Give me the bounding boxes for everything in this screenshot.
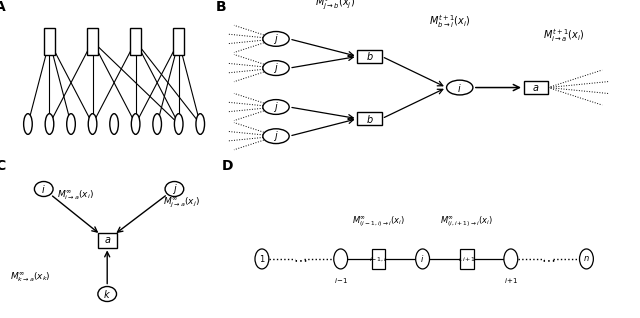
Text: $a$: $a$ <box>532 83 540 93</box>
Circle shape <box>174 114 183 134</box>
Text: $M^{\infty}_{i\rightarrow a}(x_i)$: $M^{\infty}_{i\rightarrow a}(x_i)$ <box>57 189 93 203</box>
Circle shape <box>263 129 289 143</box>
FancyBboxPatch shape <box>358 50 381 63</box>
Text: $b$: $b$ <box>365 113 374 125</box>
Text: $\cdots$: $\cdots$ <box>292 252 307 266</box>
Text: $j$: $j$ <box>273 100 279 114</box>
Circle shape <box>67 114 76 134</box>
Text: $M^{t+1}_{i\rightarrow a}(x_i)$: $M^{t+1}_{i\rightarrow a}(x_i)$ <box>543 27 584 44</box>
Text: $M^{\infty}_{j\rightarrow a}(x_j)$: $M^{\infty}_{j\rightarrow a}(x_j)$ <box>163 195 200 210</box>
Circle shape <box>263 61 289 75</box>
Text: $k$: $k$ <box>103 288 111 300</box>
Text: $i$: $i$ <box>42 183 46 195</box>
Text: B: B <box>216 0 227 14</box>
Circle shape <box>333 249 348 269</box>
Text: $n$: $n$ <box>583 254 590 263</box>
Text: $M^{t+1}_{b\rightarrow i}(x_i)$: $M^{t+1}_{b\rightarrow i}(x_i)$ <box>429 13 470 30</box>
FancyBboxPatch shape <box>87 28 98 55</box>
Text: $i,i\!+\!1$: $i,i\!+\!1$ <box>458 255 476 263</box>
Text: $i\!-\!1,i$: $i\!-\!1,i$ <box>369 255 388 263</box>
Circle shape <box>35 182 53 197</box>
FancyBboxPatch shape <box>98 232 116 247</box>
Circle shape <box>504 249 518 269</box>
FancyBboxPatch shape <box>524 81 548 94</box>
Text: D: D <box>222 159 234 173</box>
Circle shape <box>153 114 161 134</box>
Circle shape <box>45 114 54 134</box>
FancyBboxPatch shape <box>130 28 141 55</box>
Text: $M^{\infty}_{(i-1,i)\rightarrow i}(x_i)$: $M^{\infty}_{(i-1,i)\rightarrow i}(x_i)$ <box>352 215 405 230</box>
Text: $1$: $1$ <box>259 253 265 265</box>
Circle shape <box>98 287 116 301</box>
Text: $i$: $i$ <box>420 253 425 265</box>
Text: $j$: $j$ <box>172 182 177 196</box>
Circle shape <box>255 249 269 269</box>
Circle shape <box>579 249 593 269</box>
FancyBboxPatch shape <box>460 249 474 269</box>
Text: $j$: $j$ <box>273 61 279 75</box>
Text: $i\!+\!1$: $i\!+\!1$ <box>504 276 518 285</box>
Text: $b$: $b$ <box>365 51 374 62</box>
Text: $j$: $j$ <box>273 129 279 143</box>
Circle shape <box>415 249 429 269</box>
Text: C: C <box>0 159 6 173</box>
Text: $M^{\infty}_{k\rightarrow a}(x_k)$: $M^{\infty}_{k\rightarrow a}(x_k)$ <box>10 270 51 284</box>
Text: $M^{\infty}_{(i,i+1)\rightarrow i}(x_i)$: $M^{\infty}_{(i,i+1)\rightarrow i}(x_i)$ <box>440 215 493 230</box>
Text: $j$: $j$ <box>273 32 279 46</box>
Circle shape <box>110 114 118 134</box>
Circle shape <box>131 114 140 134</box>
Text: $a$: $a$ <box>104 235 111 245</box>
Circle shape <box>88 114 97 134</box>
Circle shape <box>196 114 205 134</box>
Text: $i$: $i$ <box>458 81 462 93</box>
Text: $M^t_{j\rightarrow b}(x_j)$: $M^t_{j\rightarrow b}(x_j)$ <box>315 0 355 12</box>
FancyBboxPatch shape <box>358 112 381 126</box>
Circle shape <box>263 31 289 46</box>
Circle shape <box>263 100 289 114</box>
FancyBboxPatch shape <box>44 28 55 55</box>
Text: $i\!-\!1$: $i\!-\!1$ <box>333 276 348 285</box>
Circle shape <box>447 80 473 95</box>
Text: A: A <box>0 0 6 14</box>
FancyBboxPatch shape <box>173 28 184 55</box>
Text: $\cdots$: $\cdots$ <box>541 252 556 266</box>
FancyBboxPatch shape <box>372 249 385 269</box>
Circle shape <box>165 182 184 197</box>
Circle shape <box>24 114 32 134</box>
